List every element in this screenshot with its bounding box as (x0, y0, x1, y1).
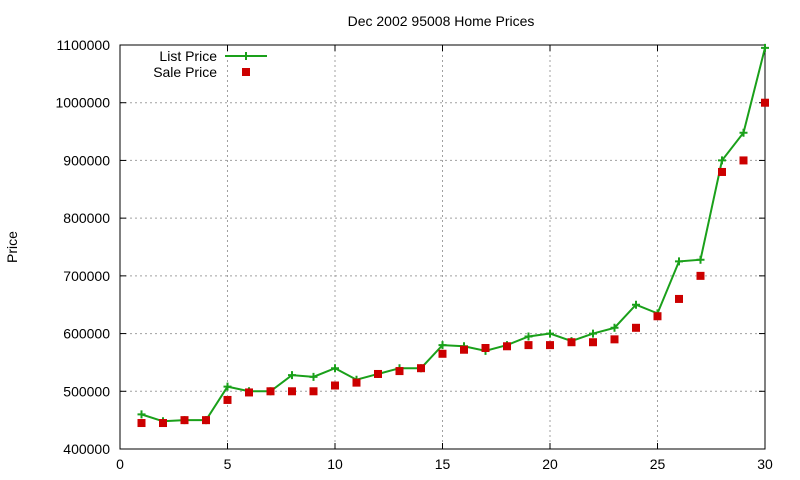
sale-price-point (202, 416, 210, 425)
list-price-point (546, 329, 554, 338)
x-tick-label: 30 (757, 456, 773, 472)
y-tick-label: 700000 (63, 268, 110, 284)
axes: 0 5 10 15 20 25 30 400000 500000 600000 700000 8000… (55, 37, 773, 472)
sale-price-point (159, 419, 167, 428)
list-price-point (632, 300, 640, 309)
sale-price-point (460, 345, 468, 354)
sale-price-point (718, 167, 726, 176)
list-price-point (309, 372, 318, 381)
list-price-point (223, 382, 232, 391)
y-tick-label: 600000 (63, 326, 110, 342)
sale-price-point (524, 341, 533, 350)
sale-price-point (589, 338, 597, 347)
sale-price-point (632, 323, 640, 332)
list-price-point (610, 323, 619, 332)
legend-label-sale-price: Sale Price (153, 64, 217, 80)
y-axis-label: Price (4, 231, 20, 263)
sale-price-point (761, 98, 769, 107)
sale-price-point (481, 344, 490, 352)
sale-price-point (438, 349, 447, 358)
list-price-point (761, 43, 769, 52)
series (137, 43, 769, 428)
x-tick-label: 5 (224, 456, 232, 472)
x-tick-label: 20 (542, 456, 558, 472)
sale-price-point (696, 271, 705, 280)
x-tick-label: 0 (116, 456, 124, 472)
sale-price-point (352, 378, 361, 387)
sale-price-point (288, 387, 296, 396)
y-tick-label: 1100000 (57, 37, 111, 53)
y-tick-label: 800000 (63, 210, 110, 226)
sale-price-point (546, 341, 554, 350)
list-price-point (589, 329, 597, 338)
x-tick-label: 15 (435, 456, 451, 472)
list-price-point (524, 332, 533, 341)
legend-marker-list-price (242, 52, 250, 60)
sale-price-point (675, 294, 683, 303)
legend-marker-sale-price (242, 68, 250, 76)
sale-price-point (137, 419, 146, 428)
grid (120, 45, 765, 449)
sale-price-point (266, 387, 275, 396)
sale-price-point (417, 364, 425, 373)
legend-label-list-price: List Price (159, 48, 217, 64)
list-price-point (438, 341, 447, 350)
list-price-point (137, 410, 146, 419)
y-tick-label: 500000 (63, 383, 110, 399)
sale-price-point (653, 312, 662, 321)
y-tick-label: 900000 (63, 152, 110, 168)
sale-price-point (739, 156, 748, 165)
sale-price-point (395, 367, 404, 376)
sale-price-point (223, 395, 232, 404)
sale-price-point (503, 342, 511, 351)
list-price-point (675, 257, 683, 266)
sale-price-point (331, 381, 339, 390)
chart-title: Dec 2002 95008 Home Prices (348, 13, 535, 29)
x-tick-label: 25 (650, 456, 666, 472)
list-price-point (696, 255, 705, 264)
list-price-point (288, 371, 296, 380)
sale-price-point (180, 416, 189, 425)
list-price-point (331, 364, 339, 373)
y-tick-label: 1000000 (55, 95, 110, 111)
list-price-point (739, 128, 748, 137)
sale-price-point (610, 335, 619, 344)
plot-frame (119, 44, 766, 450)
y-tick-label: 400000 (63, 441, 110, 457)
sale-price-point (245, 388, 253, 397)
list-price-point (718, 156, 726, 165)
sale-price-point (309, 387, 318, 396)
sale-price-point (374, 369, 382, 378)
x-tick-label: 10 (327, 456, 343, 472)
sale-price-point (567, 338, 576, 347)
list-price-line (141, 47, 766, 423)
